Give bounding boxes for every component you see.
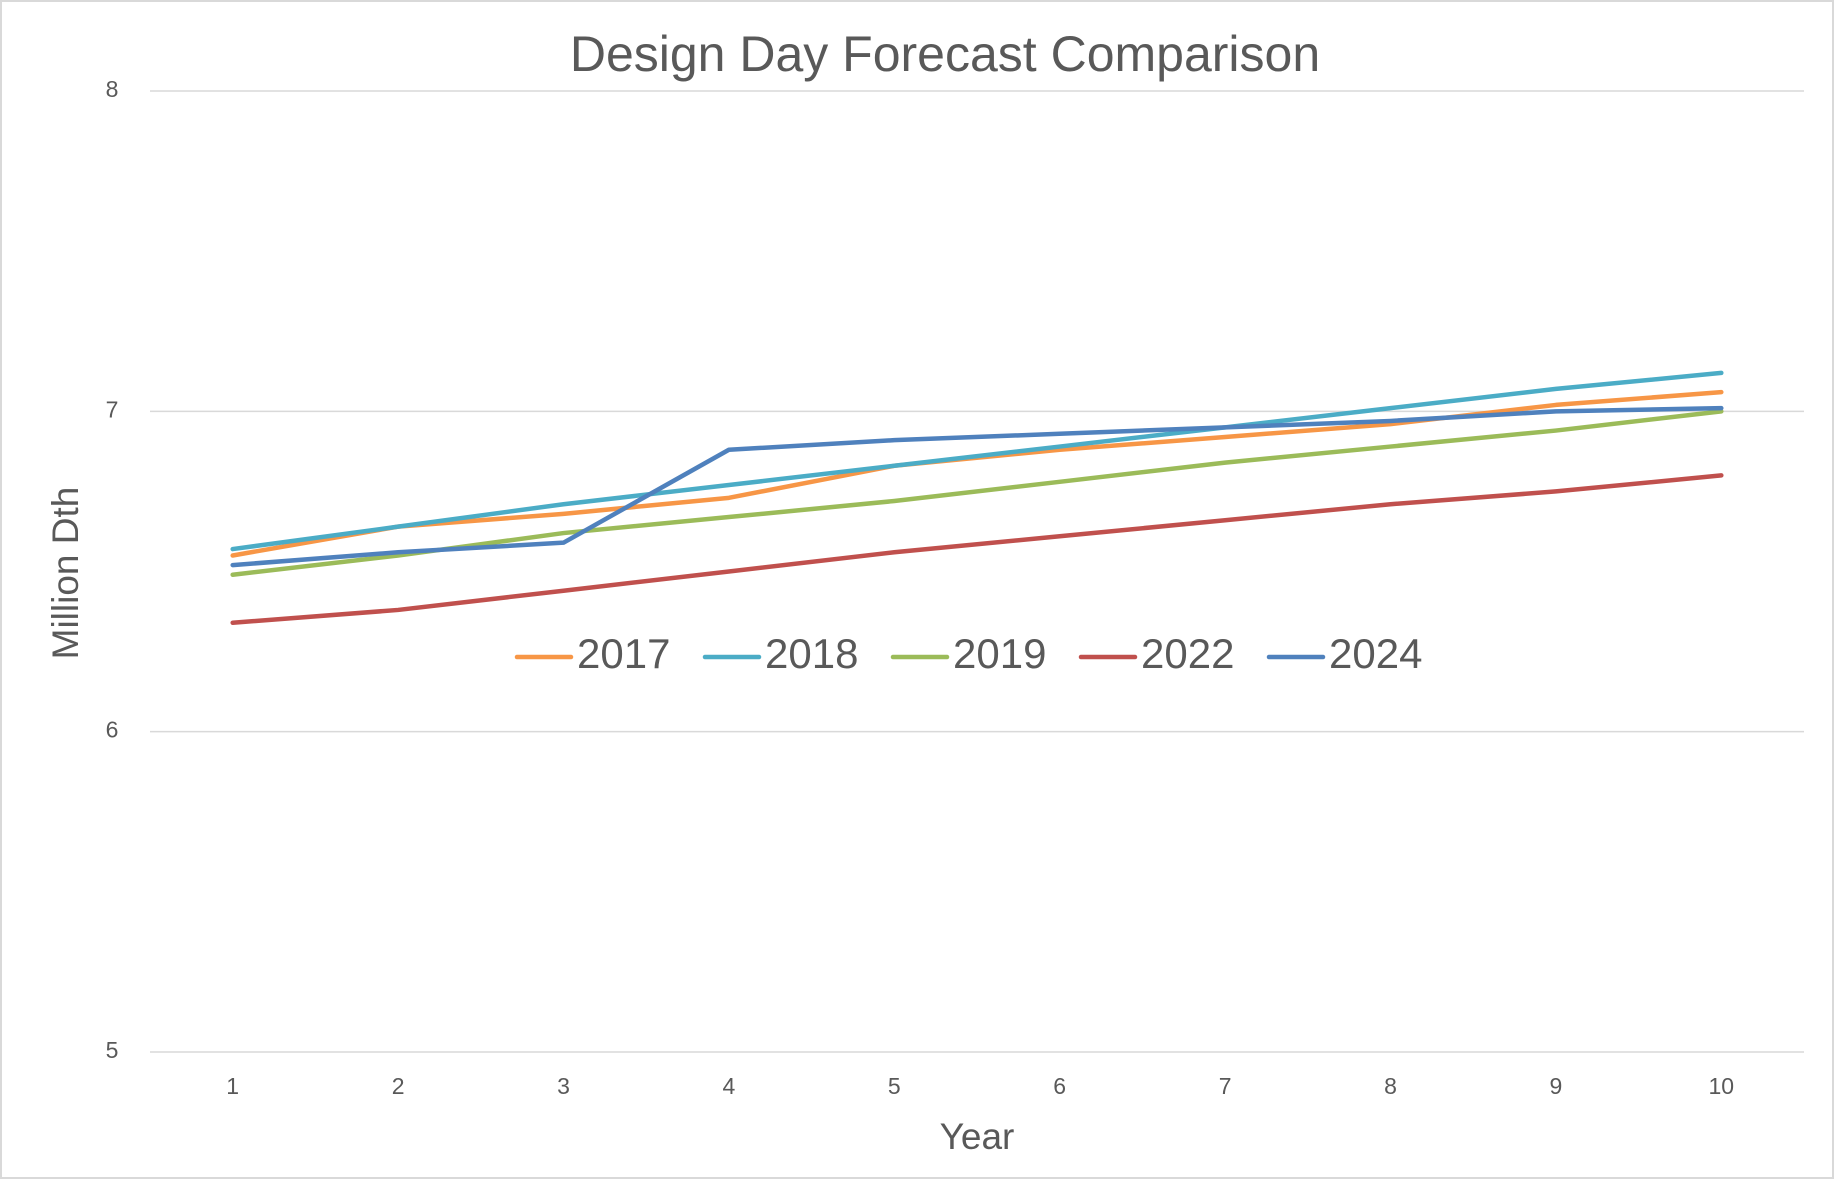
x-axis-title: Year bbox=[940, 1116, 1015, 1157]
x-tick-label: 10 bbox=[1709, 1073, 1735, 1099]
y-tick-label: 6 bbox=[106, 717, 119, 743]
legend-label: 2019 bbox=[953, 630, 1046, 677]
x-tick-label: 1 bbox=[226, 1073, 239, 1099]
x-tick-label: 7 bbox=[1219, 1073, 1232, 1099]
legend-label: 2022 bbox=[1141, 630, 1234, 677]
x-tick-label: 5 bbox=[888, 1073, 901, 1099]
series-line bbox=[230, 405, 1724, 568]
y-tick-label: 7 bbox=[106, 396, 119, 422]
y-tick-label: 8 bbox=[106, 76, 119, 102]
series-line bbox=[230, 409, 1724, 577]
legend-label: 2024 bbox=[1329, 630, 1422, 677]
x-tick-label: 9 bbox=[1550, 1073, 1563, 1099]
y-axis-title: Million Dth bbox=[45, 487, 86, 660]
series-line bbox=[230, 370, 1724, 552]
x-tick-label: 3 bbox=[557, 1073, 570, 1099]
chart-title: Design Day Forecast Comparison bbox=[570, 26, 1320, 82]
x-tick-label: 8 bbox=[1384, 1073, 1397, 1099]
x-tick-label: 6 bbox=[1053, 1073, 1066, 1099]
legend-label: 2018 bbox=[765, 630, 858, 677]
y-tick-label: 5 bbox=[106, 1037, 119, 1063]
series-line bbox=[230, 473, 1724, 626]
x-tick-label: 4 bbox=[723, 1073, 736, 1099]
x-tick-label: 2 bbox=[392, 1073, 405, 1099]
legend-label: 2017 bbox=[577, 630, 670, 677]
